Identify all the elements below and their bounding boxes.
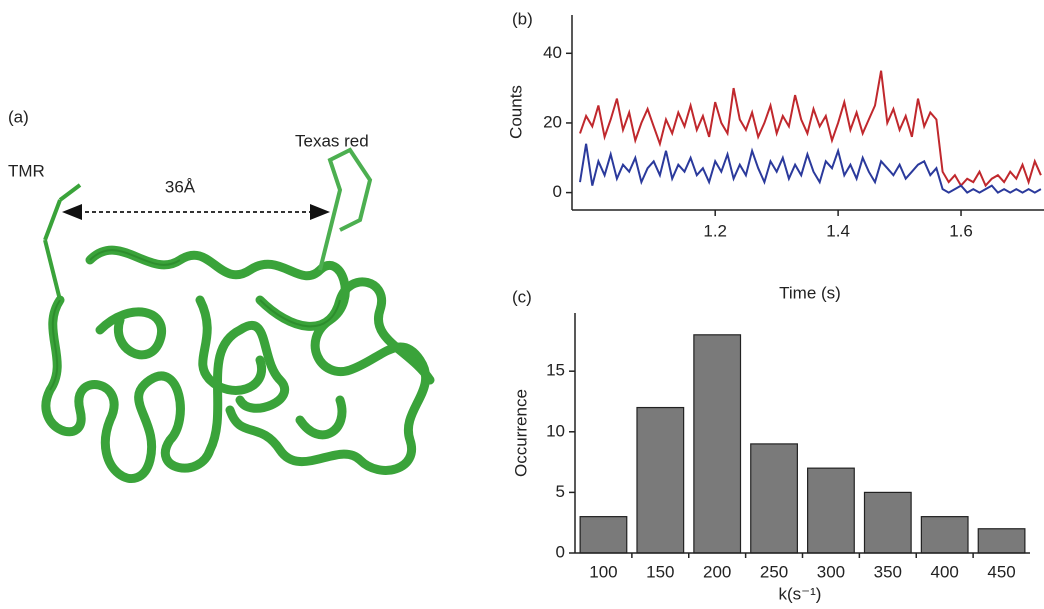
y-tick-label: 15 — [546, 361, 565, 380]
x-tick-label: 350 — [874, 562, 902, 581]
x-tick-label: 150 — [646, 562, 674, 581]
y-axis-label: Counts — [506, 85, 525, 139]
trace-line — [579, 70, 1042, 188]
y-tick-label: 0 — [556, 542, 565, 561]
donor-label: TMR — [8, 161, 45, 180]
bar — [750, 443, 798, 554]
y-tick-label: 10 — [546, 421, 565, 440]
x-tick-label: 400 — [931, 562, 959, 581]
x-tick-label: 250 — [760, 562, 788, 581]
panel-label: (c) — [512, 287, 532, 306]
bar — [807, 467, 855, 554]
bar — [977, 528, 1026, 554]
x-tick-label: 100 — [589, 562, 617, 581]
panel-label: (b) — [512, 9, 533, 28]
bar — [579, 516, 628, 554]
y-tick-label: 0 — [553, 182, 562, 201]
x-axis-label: Time (s) — [779, 283, 841, 302]
distance-label: 36Å — [165, 177, 196, 196]
bar — [693, 334, 742, 554]
bar — [863, 491, 912, 554]
x-tick-label: 300 — [817, 562, 845, 581]
x-tick-label: 1.4 — [826, 221, 850, 240]
panel-label: (a) — [8, 107, 29, 126]
protein-structure — [41, 147, 435, 483]
acceptor-label: Texas red — [295, 131, 369, 150]
bar — [636, 406, 685, 554]
y-tick-label: 40 — [543, 43, 562, 62]
trace-line — [579, 143, 1042, 194]
x-tick-label: 450 — [987, 562, 1015, 581]
y-axis-label: Occurrence — [511, 389, 530, 477]
x-axis-label: k(s⁻¹) — [779, 584, 822, 603]
x-tick-label: 200 — [703, 562, 731, 581]
bar — [920, 516, 969, 554]
y-tick-label: 20 — [543, 112, 562, 131]
x-tick-label: 1.6 — [949, 221, 973, 240]
x-tick-label: 1.2 — [703, 221, 727, 240]
y-tick-label: 5 — [556, 482, 565, 501]
